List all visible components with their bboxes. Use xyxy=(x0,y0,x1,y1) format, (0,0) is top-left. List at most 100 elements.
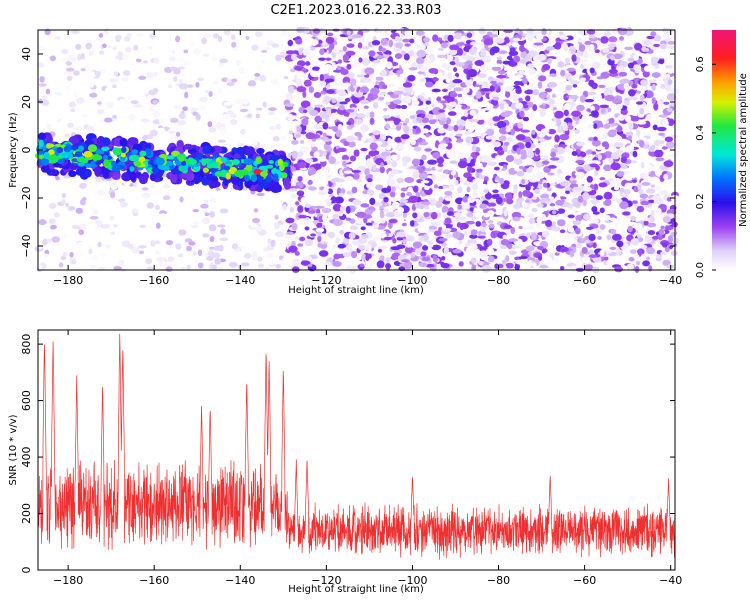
spectrogram-cell xyxy=(433,184,439,189)
spectrogram-cell xyxy=(345,135,356,143)
spectrogram-cell xyxy=(332,260,342,267)
spectrogram-cell xyxy=(651,97,656,105)
spectrogram-cell xyxy=(387,74,398,79)
spectrogram-cell xyxy=(162,184,172,189)
spectrogram-cell xyxy=(40,157,50,166)
spectrogram-cell xyxy=(356,178,363,183)
spectrogram-cell xyxy=(339,229,344,235)
spectrogram-cell xyxy=(61,57,69,63)
spectrogram-cell xyxy=(549,203,556,207)
spectrogram-cell xyxy=(180,258,189,264)
spectrogram-cell xyxy=(196,152,203,160)
spectrogram-cell xyxy=(92,80,102,86)
spectrogram-cell xyxy=(231,85,236,92)
spectrogram-cell xyxy=(610,55,615,61)
spectrogram-cell xyxy=(300,100,311,109)
spectrogram-cell xyxy=(76,97,85,104)
spectrogram-cell xyxy=(650,209,655,218)
spectrogram-cell xyxy=(60,48,69,55)
spectrogram-cell xyxy=(649,215,655,223)
spectrogram-cell xyxy=(253,168,262,175)
spectrogram-cell xyxy=(280,109,287,116)
spectrogram-cell xyxy=(211,55,218,62)
spectrogram-cell xyxy=(329,43,335,50)
x-tick-label: −160 xyxy=(139,274,169,287)
spectrogram-cell xyxy=(67,55,77,63)
spectrogram-cell xyxy=(219,208,229,214)
spectrogram-cell xyxy=(298,47,305,55)
spectrogram-cell xyxy=(80,68,86,72)
spectrogram-cell xyxy=(286,231,294,235)
spectrogram-cell xyxy=(627,62,635,69)
spectrogram-cell xyxy=(145,143,152,150)
spectrogram-cell xyxy=(412,171,420,180)
spectrogram-cell xyxy=(340,188,346,195)
spectrogram-cell xyxy=(609,217,617,222)
spectrogram-cell xyxy=(338,105,345,111)
spectrogram-cell xyxy=(78,145,85,151)
spectrogram-cell xyxy=(659,140,665,145)
spectrogram-cell xyxy=(440,262,450,269)
spectrogram-cell xyxy=(249,222,257,226)
spectrogram-cell xyxy=(75,88,82,95)
spectrogram-cell xyxy=(563,147,574,153)
spectrogram-cell xyxy=(449,183,455,192)
spectrogram-cell xyxy=(141,192,151,199)
spectrogram-cell xyxy=(369,111,375,119)
spectrogram-cell xyxy=(457,204,463,210)
spectrogram-cell xyxy=(49,224,57,230)
spectrogram-cell xyxy=(589,195,598,199)
spectrogram-cell xyxy=(666,93,677,101)
y-tick-label: 0 xyxy=(20,147,33,154)
spectrogram-cell xyxy=(193,174,203,183)
spectrogram-cell xyxy=(457,125,464,131)
spectrogram-cell xyxy=(360,203,370,208)
spectrogram-cell xyxy=(618,71,628,77)
spectrogram-cell xyxy=(319,48,325,55)
spectrogram-cell xyxy=(274,214,279,220)
spectrogram-cell xyxy=(608,117,615,124)
spectrogram-cell xyxy=(656,126,667,132)
spectrogram-cell xyxy=(336,147,347,153)
spectrogram-cell xyxy=(586,175,593,183)
spectrogram-cell xyxy=(593,183,599,191)
spectrogram-cell xyxy=(522,77,528,85)
spectrogram-cell xyxy=(351,169,361,174)
spectrogram-cell xyxy=(254,73,261,77)
spectrogram-cell xyxy=(655,94,662,100)
spectrogram-cell xyxy=(458,240,463,245)
spectrogram-cell xyxy=(400,187,408,192)
spectrogram-cell xyxy=(217,192,225,199)
spectrogram-cell xyxy=(48,218,56,225)
spectrogram-cell xyxy=(533,42,544,46)
spectrogram-cell xyxy=(255,156,262,164)
spectrogram-cell xyxy=(654,65,660,70)
spectrogram-cell xyxy=(442,228,452,232)
spectrogram-cell xyxy=(532,89,540,96)
spectrogram-cell xyxy=(395,37,404,42)
spectrogram-cell xyxy=(655,207,662,216)
spectrogram-cell xyxy=(403,53,410,61)
spectrogram-cell xyxy=(492,189,499,194)
spectrogram-cell xyxy=(348,232,356,240)
spectrogram-cell xyxy=(524,89,534,95)
spectrogram-cell xyxy=(550,151,557,158)
spectrogram-cell xyxy=(585,226,594,230)
spectrogram-cell xyxy=(274,143,280,148)
spectrogram-cell xyxy=(643,217,650,222)
spectrogram-cell xyxy=(538,264,549,269)
spectrogram-cell xyxy=(588,233,596,242)
spectrogram-cell xyxy=(218,62,225,67)
spectrogram-cell xyxy=(584,98,595,103)
spectrogram-cell xyxy=(186,264,191,270)
spectrogram-cell xyxy=(221,39,228,44)
spectrogram-cell xyxy=(223,102,231,106)
spectrogram-cell xyxy=(101,146,110,151)
spectrogram-cell xyxy=(646,164,654,171)
spectrogram-cell xyxy=(468,119,479,123)
spectrogram-cell xyxy=(494,166,500,171)
spectrogram-cell xyxy=(146,202,154,209)
spectrogram-cell xyxy=(297,205,304,213)
spectrogram-cell xyxy=(316,231,323,237)
spectrogram-cell xyxy=(664,246,670,253)
